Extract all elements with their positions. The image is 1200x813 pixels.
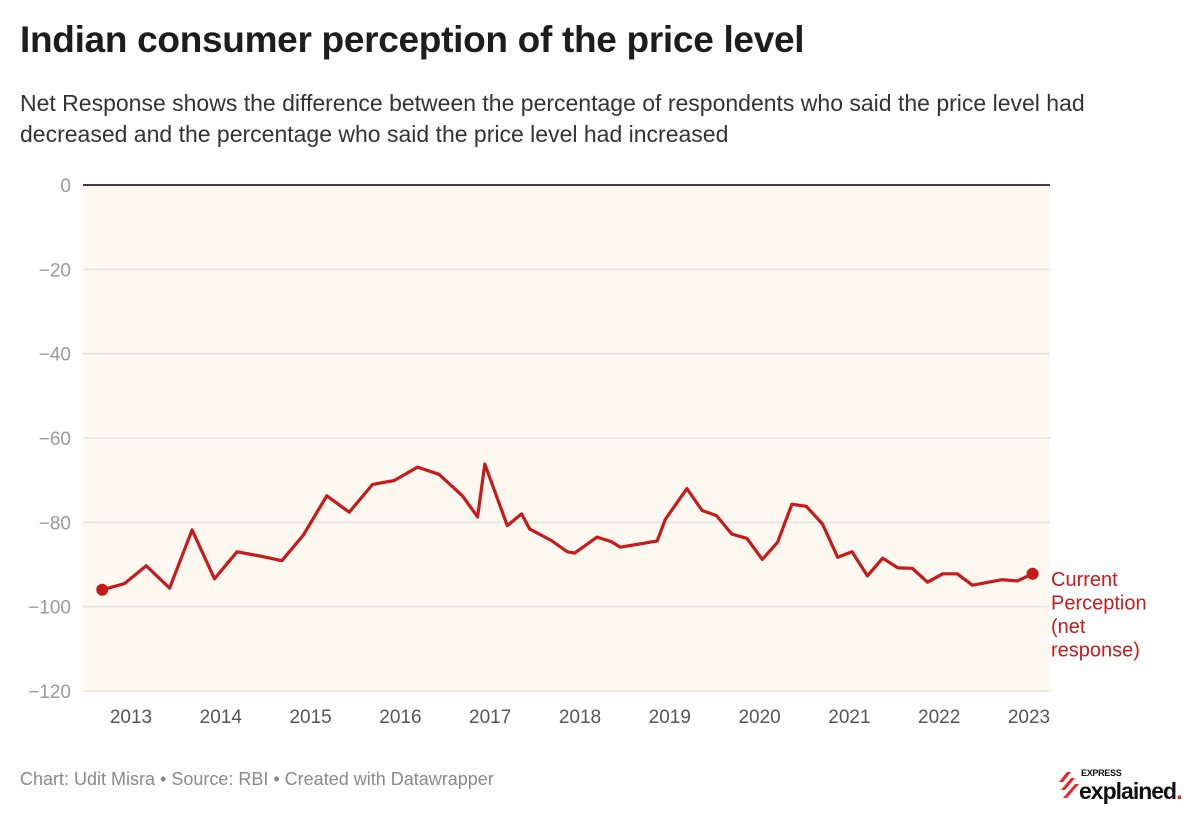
y-tick-label: −100 (28, 598, 71, 619)
y-tick-label: −80 (39, 513, 71, 534)
x-tick-label: 2013 (110, 707, 152, 728)
series-label: Current (1051, 569, 1118, 591)
x-tick-label: 2019 (649, 707, 691, 728)
end-point-marker (1026, 567, 1039, 580)
start-point-marker (96, 583, 109, 596)
x-tick-label: 2022 (918, 707, 960, 728)
logo-explained-text: explained (1079, 778, 1177, 804)
series-label: response) (1051, 640, 1140, 662)
series-label: Perception (1051, 593, 1147, 615)
x-tick-label: 2023 (1008, 707, 1050, 728)
x-tick-label: 2020 (738, 707, 780, 728)
series-label: (net (1051, 616, 1086, 638)
express-explained-logo: EXPRESS explained. (1057, 768, 1197, 804)
x-tick-label: 2015 (289, 707, 331, 728)
x-tick-label: 2014 (200, 707, 243, 728)
chart-subtitle: Net Response shows the difference betwee… (20, 90, 1085, 147)
y-tick-label: −120 (28, 682, 71, 703)
x-tick-label: 2016 (379, 707, 421, 728)
chart-title: Indian consumer perception of the price … (20, 19, 805, 60)
y-tick-label: −40 (39, 345, 71, 366)
chart-footer: Chart: Udit Misra • Source: RBI • Create… (20, 769, 494, 789)
logo-stripes-icon (1059, 772, 1079, 798)
y-tick-label: −60 (39, 429, 71, 450)
x-tick-label: 2017 (469, 707, 511, 728)
y-tick-label: 0 (60, 176, 71, 197)
x-tick-label: 2021 (828, 707, 870, 728)
series-line (101, 462, 1034, 592)
logo-dot: . (1176, 778, 1182, 804)
logo-express-text: EXPRESS (1081, 768, 1122, 778)
y-tick-label: −20 (39, 260, 71, 281)
x-tick-label: 2018 (559, 707, 601, 728)
